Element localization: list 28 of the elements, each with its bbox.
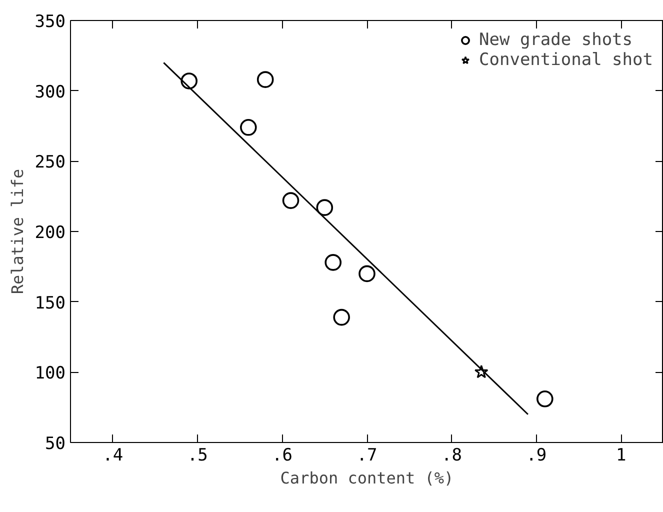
x-tick-label: .9: [526, 446, 547, 466]
point: [536, 390, 554, 408]
y-tick-label: 50: [45, 434, 66, 454]
point: [358, 265, 376, 282]
y-tick-label: 100: [34, 364, 66, 384]
point: [180, 72, 198, 90]
x-tick-label: .8: [441, 446, 462, 466]
point: [256, 71, 274, 88]
point: [316, 199, 334, 216]
point: [333, 308, 350, 326]
y-tick-label: 350: [34, 12, 66, 32]
point: [474, 364, 488, 378]
x-tick-label: 1: [616, 446, 626, 466]
y-tick-label: 200: [34, 223, 66, 243]
y-tick-label: 300: [34, 82, 66, 102]
x-tick-label: .7: [356, 446, 378, 466]
y-tick-label: 250: [34, 152, 66, 173]
point: [324, 254, 342, 271]
legend-label: Conventional shot: [479, 50, 653, 70]
y-tick-label: 150: [34, 293, 66, 314]
x-tick-label: .5: [187, 446, 208, 466]
y-axis-title: Relative life: [8, 168, 27, 294]
legend-label: New grade shots: [479, 30, 633, 50]
x-tick-label: .6: [272, 446, 293, 466]
point: [282, 192, 300, 209]
x-axis-title: Carbon content (%): [280, 468, 454, 488]
x-tick-label: .4: [102, 446, 124, 466]
point: [240, 119, 257, 136]
